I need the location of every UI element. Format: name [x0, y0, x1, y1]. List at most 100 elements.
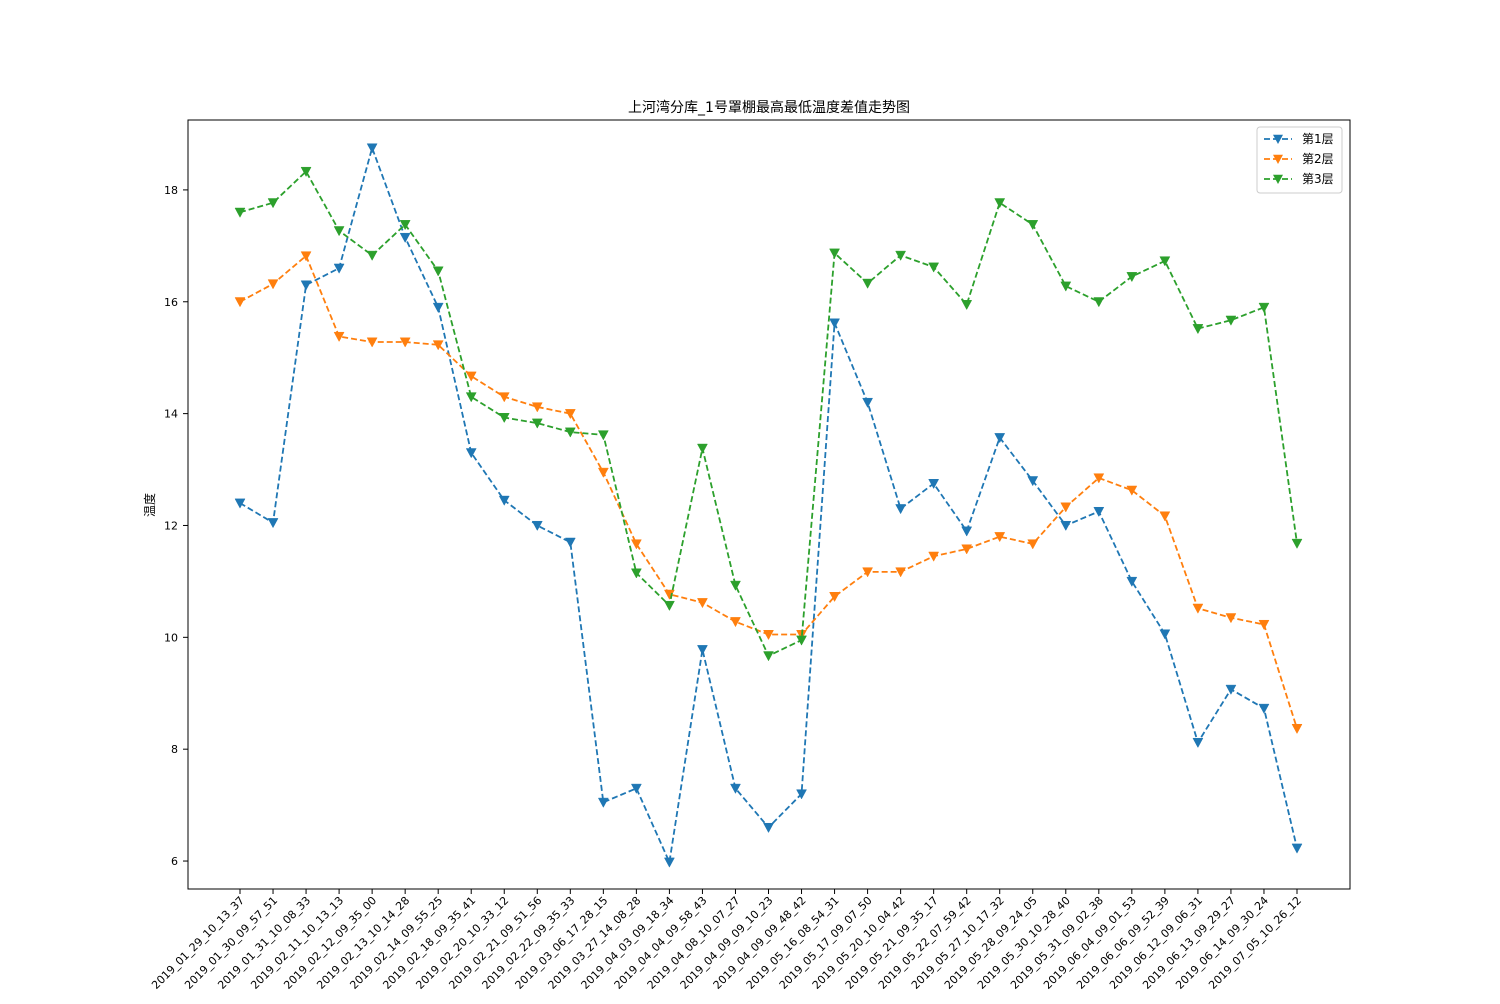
chart-title: 上河湾分库_1号罩棚最高最低温度差值走势图 [628, 99, 910, 116]
data-point [1291, 538, 1303, 549]
data-point [234, 498, 246, 509]
series-1 [234, 143, 1303, 868]
data-point [1291, 843, 1303, 854]
data-point [730, 783, 741, 794]
data-point [1060, 520, 1072, 531]
legend-label: 第2层 [1302, 152, 1334, 166]
data-point [531, 402, 543, 413]
data-point [796, 635, 807, 646]
data-point [531, 418, 543, 429]
legend-marker [1273, 134, 1283, 144]
data-point [564, 409, 576, 420]
data-point [1258, 302, 1270, 313]
data-point [1159, 511, 1171, 522]
data-point [1126, 272, 1138, 283]
data-point [928, 479, 940, 490]
data-point [1126, 576, 1138, 587]
data-point [796, 789, 807, 800]
data-point [763, 822, 774, 834]
data-point [366, 337, 378, 348]
data-point [498, 413, 510, 424]
data-point [994, 198, 1006, 209]
data-point [597, 467, 609, 478]
data-point [1192, 603, 1204, 614]
data-point [1258, 619, 1270, 630]
data-point [928, 551, 940, 562]
data-point [465, 371, 477, 382]
data-point [1225, 315, 1237, 326]
data-point [564, 427, 576, 438]
data-point [1159, 256, 1171, 267]
data-point [267, 518, 279, 529]
data-point [399, 232, 411, 243]
data-point [697, 443, 708, 454]
y-axis-label: 温度 [142, 493, 157, 517]
data-point [300, 166, 312, 177]
data-point [1225, 684, 1237, 695]
data-point [895, 567, 907, 578]
data-point [1027, 476, 1039, 487]
series-line [239, 145, 1298, 866]
data-point [1192, 737, 1204, 748]
data-point [862, 278, 874, 289]
data-point [564, 537, 576, 548]
data-point [961, 526, 973, 537]
data-point [829, 592, 840, 603]
y-tick-label: 14 [164, 408, 178, 421]
data-point [1027, 220, 1039, 231]
data-point [1225, 613, 1237, 624]
data-point [1258, 703, 1270, 714]
data-point [1060, 281, 1072, 292]
data-point [697, 598, 708, 609]
data-point [465, 392, 477, 403]
series-3 [234, 166, 1303, 662]
data-point [333, 226, 345, 237]
data-point [597, 430, 609, 441]
data-point [399, 220, 411, 231]
y-tick-label: 10 [164, 631, 178, 644]
y-tick-label: 8 [171, 743, 178, 756]
data-point [697, 645, 708, 656]
data-point [630, 539, 642, 550]
data-point [432, 340, 444, 351]
data-point [829, 248, 840, 259]
x-axis: 2019_01_29_10_13_372019_01_30_09_57_5120… [149, 889, 1304, 992]
data-point [829, 318, 840, 329]
data-point [630, 783, 642, 794]
data-point [994, 433, 1006, 444]
data-point [961, 300, 973, 311]
data-point [895, 504, 907, 515]
y-tick-label: 12 [164, 519, 178, 532]
data-point [333, 263, 345, 274]
data-point [267, 279, 279, 290]
data-point [663, 857, 675, 868]
legend-label: 第1层 [1302, 132, 1334, 146]
data-point [432, 302, 444, 313]
data-point [862, 567, 874, 578]
data-point [663, 600, 675, 611]
data-point [1060, 502, 1072, 513]
legend-item: 第3层 [1264, 172, 1334, 186]
data-point [961, 544, 973, 555]
data-point [432, 266, 444, 277]
y-axis: 6 8 10 12 14 16 18 [164, 184, 188, 868]
series-line [239, 170, 1298, 657]
data-point [1093, 297, 1105, 308]
series-2 [234, 251, 1303, 735]
data-point [267, 198, 279, 209]
series-layer [234, 143, 1303, 868]
data-point [399, 337, 411, 348]
data-point [895, 250, 907, 261]
data-point [333, 331, 345, 342]
data-point [730, 580, 741, 591]
data-point [1093, 473, 1105, 484]
data-point [763, 630, 774, 641]
data-point [862, 397, 874, 408]
data-point [234, 297, 246, 308]
data-point [1159, 629, 1171, 640]
data-point [730, 617, 741, 628]
data-point [465, 448, 477, 459]
legend-marker [1273, 154, 1283, 164]
